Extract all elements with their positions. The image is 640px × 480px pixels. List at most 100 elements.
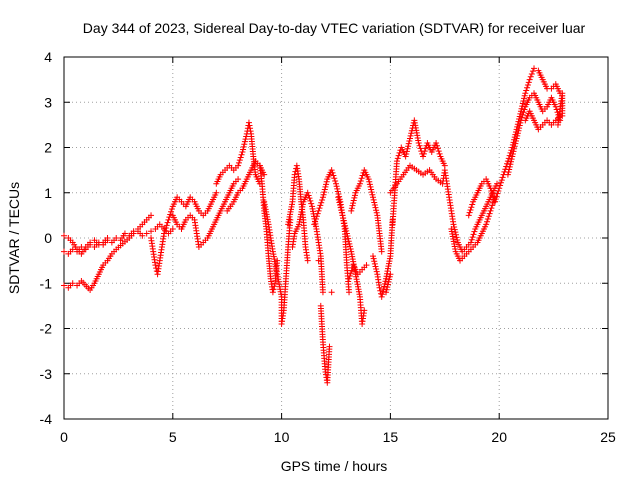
grid-lines — [64, 57, 608, 419]
data-point — [393, 158, 400, 165]
data-point — [386, 273, 393, 280]
data-point — [333, 183, 340, 190]
data-point — [509, 150, 516, 157]
data-point — [408, 130, 415, 137]
y-tick-label: -1 — [40, 275, 53, 291]
data-point — [515, 127, 522, 134]
data-point — [514, 130, 521, 137]
data-point — [338, 207, 345, 214]
x-tick-label: 20 — [491, 429, 507, 445]
data-point — [348, 205, 355, 212]
data-point — [504, 171, 511, 178]
data-point — [497, 179, 504, 186]
data-point — [405, 140, 412, 147]
data-point — [379, 291, 386, 298]
data-point — [403, 150, 410, 157]
data-point — [508, 158, 515, 165]
data-point — [488, 205, 495, 212]
data-point — [508, 156, 515, 163]
data-point — [346, 273, 353, 280]
data-point — [370, 255, 377, 262]
data-point — [519, 100, 526, 107]
data-point — [518, 105, 525, 112]
data-point — [347, 270, 354, 277]
y-tick-label: 4 — [44, 49, 52, 65]
data-point — [378, 248, 385, 255]
data-point — [519, 103, 526, 110]
data-point — [407, 132, 414, 139]
data-point — [332, 177, 339, 184]
data-point — [336, 199, 343, 206]
data-point — [471, 228, 478, 235]
data-point — [454, 236, 461, 243]
data-point — [326, 343, 333, 350]
data-point — [239, 149, 246, 156]
data-point — [382, 278, 389, 285]
data-point — [323, 181, 330, 188]
x-tick-label: 0 — [60, 429, 68, 445]
data-point — [347, 245, 354, 252]
data-point — [369, 191, 376, 198]
data-point — [367, 183, 374, 190]
data-point — [365, 176, 372, 183]
data-point — [420, 150, 427, 157]
data-point — [246, 122, 253, 129]
data-point — [433, 142, 440, 149]
y-tick-label: 2 — [44, 140, 52, 156]
data-point — [341, 220, 348, 227]
data-point — [318, 199, 325, 206]
data-point — [528, 70, 535, 77]
data-point — [242, 136, 249, 143]
x-axis-label: GPS time / hours — [281, 458, 388, 474]
data-point — [383, 289, 390, 296]
x-tick-label: 10 — [274, 429, 290, 445]
data-point — [314, 210, 321, 217]
data-point — [337, 202, 344, 209]
data-point — [356, 180, 363, 187]
data-point — [435, 148, 442, 155]
data-point — [363, 262, 370, 269]
data-point — [436, 150, 443, 157]
data-point — [468, 236, 475, 243]
data-point — [350, 200, 357, 207]
data-point — [373, 266, 380, 273]
data-point — [421, 148, 428, 155]
data-point — [346, 240, 353, 247]
data-point — [369, 194, 376, 201]
data-point — [371, 260, 378, 267]
chart-title: Day 344 of 2023, Sidereal Day-to-day VTE… — [83, 20, 586, 36]
data-point — [343, 227, 350, 234]
data-point — [516, 122, 523, 129]
data-point — [240, 143, 247, 150]
data-point — [491, 198, 498, 205]
data-point — [452, 229, 459, 236]
data-point — [526, 76, 533, 83]
data-point — [323, 178, 330, 185]
data-point — [517, 108, 524, 115]
data-point — [468, 204, 475, 211]
data-point — [520, 109, 527, 116]
data-point — [379, 288, 386, 295]
data-point — [516, 125, 523, 132]
y-tick-label: 1 — [44, 185, 52, 201]
data-point — [372, 204, 379, 211]
data-point — [376, 284, 383, 291]
data-point — [313, 213, 320, 220]
data-point — [139, 232, 146, 239]
data-point — [486, 210, 493, 217]
data-point — [162, 225, 169, 232]
data-point — [506, 163, 513, 170]
data-point — [345, 235, 352, 242]
data-point — [521, 95, 528, 102]
data-point — [343, 230, 350, 237]
data-point — [148, 212, 155, 219]
data-point — [319, 194, 326, 201]
data-point — [235, 159, 242, 166]
data-point — [237, 154, 244, 161]
data-point — [395, 152, 402, 159]
y-axis-label: SDTVAR / TECUs — [6, 182, 22, 294]
data-point — [494, 180, 501, 187]
data-point — [383, 286, 390, 293]
data-point — [489, 190, 496, 197]
data-point — [527, 73, 534, 80]
